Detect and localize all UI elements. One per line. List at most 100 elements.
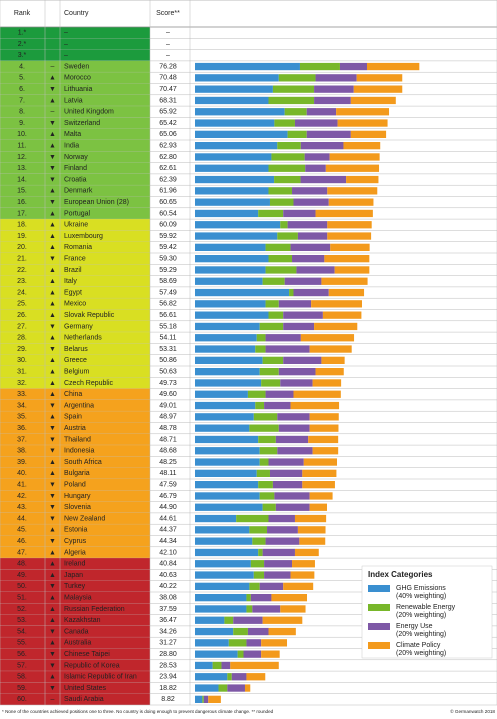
legend-weight: (20% weighting) [396,650,446,657]
country: Malaysia [64,594,92,601]
bar-segment [268,627,296,636]
bar-segment [261,379,281,387]
bar-segment [275,435,309,444]
bar-segment [297,232,328,240]
bar-segment [253,413,278,421]
bar-segment [195,695,203,703]
rating-cell [0,230,150,242]
bar-segment [306,130,351,138]
bar-segment [314,322,358,331]
bar-segment [283,209,316,218]
bar-segment [278,368,316,376]
bar-segment [249,424,279,432]
bar-segment [272,85,315,93]
trend: ▼ [49,436,56,443]
bar-segment [337,119,388,127]
score: 53.31 [159,346,177,353]
bar-segment [314,96,351,105]
bar-segment [262,503,276,511]
bar-segment [268,96,315,105]
bar-segment [195,130,288,138]
score: 42.10 [159,549,177,556]
country: Finland [64,165,87,172]
bar-segment [292,560,315,568]
rating-cell [0,309,150,321]
trend: ▲ [49,380,56,387]
country: Slovak Republic [64,312,115,319]
bar-segment [195,288,290,297]
trend: ▲ [49,414,56,421]
bar-segment [208,695,221,703]
bar-segment [195,594,247,602]
rating-cell [0,196,150,208]
rating-cell [0,49,150,61]
trend: ▲ [49,470,56,477]
bar-segment [287,130,307,138]
score: 44.90 [159,504,177,511]
bar-segment [268,187,293,195]
rating-cell [0,286,150,299]
bar-segment [227,673,232,681]
bar-segment [272,481,303,489]
score: 59.29 [159,267,177,274]
bar-segment [246,605,253,613]
score: 34.26 [159,628,177,635]
rating-cell [0,185,150,197]
score: 56.61 [159,312,177,319]
rating-cell [0,320,150,333]
country: China [64,391,82,398]
bar-segment [256,469,270,477]
bar-segment [267,526,298,534]
rating-cell [0,524,150,536]
score: 62.61 [159,165,177,172]
country: Brazil [64,267,82,274]
bar-segment [252,605,281,613]
trend: – [51,63,55,70]
bar-segment [195,322,260,331]
bar-segment [259,368,279,376]
rank: 25. [17,301,27,308]
rank: 1.* [18,29,27,36]
bar-segment [233,627,248,636]
bar-segment [299,62,340,71]
bar-segment [327,187,378,195]
country: Poland [64,481,86,488]
bar-segment [265,243,291,251]
rating-cell [0,682,150,694]
bar-segment [292,187,328,195]
trend: ▲ [49,97,56,104]
legend-swatch [368,604,390,611]
rating-cell [0,72,150,84]
bar-segment [327,221,372,229]
header-country: Country [64,10,89,17]
bar-segment [277,447,313,455]
rating-cell [0,354,150,366]
bar-segment [258,548,263,557]
rating-cell [0,275,150,287]
bar-segment [304,153,330,161]
score: 44.37 [159,527,177,534]
bar-segment [271,153,305,161]
rating-cell [0,162,150,174]
trend: – [51,109,55,116]
rating-cell [0,366,150,378]
bar-segment [274,175,301,184]
bar-segment [277,413,310,421]
bar-segment [195,209,259,218]
rating-cell [0,388,150,400]
trend: ▲ [49,210,56,217]
score: 28.80 [159,651,177,658]
legend-name: Energy Use [396,623,433,630]
rank: 31. [17,368,27,375]
bar-segment [327,232,372,240]
trend: ▼ [49,255,56,262]
rank: 39. [17,459,27,466]
header-score: Score** [156,10,180,17]
trend: ▼ [49,346,56,353]
bar-segment [195,424,250,432]
country: Turkey [64,583,86,590]
rank: 18. [17,222,27,229]
legend-weight: (20% weighting) [396,631,446,638]
bar-segment [280,379,313,387]
country: Mexico [64,301,86,308]
